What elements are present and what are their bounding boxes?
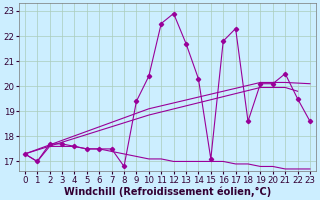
X-axis label: Windchill (Refroidissement éolien,°C): Windchill (Refroidissement éolien,°C) (64, 186, 271, 197)
